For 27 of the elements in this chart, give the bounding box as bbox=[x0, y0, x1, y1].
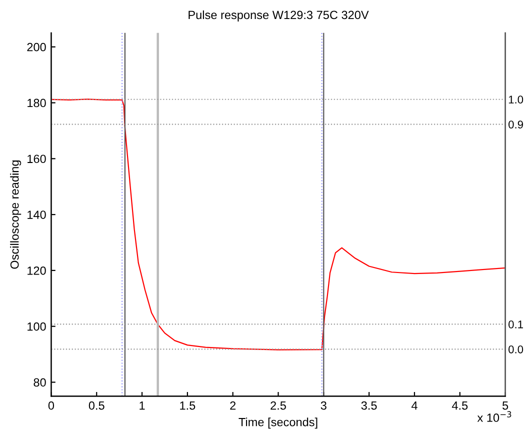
x-tick-label: 0 bbox=[48, 401, 54, 410]
y-tick-label: 80 bbox=[34, 378, 46, 387]
chart-title: Pulse response W129:3 75C 320V bbox=[188, 10, 369, 22]
x-tick-label: 0.5 bbox=[88, 401, 104, 410]
x-tick-label: 4.5 bbox=[452, 401, 468, 410]
x-tick-label: 3.5 bbox=[361, 401, 377, 410]
x-tick-label: 1 bbox=[140, 401, 145, 410]
y-tick-label: 200 bbox=[27, 42, 46, 52]
x-tick-label: 1.5 bbox=[180, 401, 196, 410]
text: x 10$^{−3}$ bbox=[477, 411, 512, 422]
x-tick-label: 5 bbox=[502, 401, 508, 410]
y-tick-label: 140 bbox=[28, 210, 46, 219]
y2-tick-label: 0.0 bbox=[508, 345, 524, 354]
y2-tick-label: 0.1 bbox=[508, 320, 523, 328]
y-tick-label: 160 bbox=[28, 154, 46, 164]
y-axis-title: Oscilloscope reading bbox=[10, 160, 22, 269]
y2-tick-label: 0.9 bbox=[508, 120, 523, 128]
x-tick-label: 3 bbox=[320, 401, 326, 410]
y-tick-label: 100 bbox=[28, 322, 46, 331]
y2-tick-label: 1.0 bbox=[508, 96, 524, 104]
x-tick-label: 2.5 bbox=[270, 401, 286, 410]
line-series bbox=[51, 98, 506, 350]
x-tick-label: 4 bbox=[411, 401, 418, 410]
y-tick-label: 120 bbox=[28, 266, 46, 275]
x-tick-label: 2 bbox=[230, 401, 236, 410]
x-axis-title: Time [seconds] bbox=[238, 418, 318, 429]
y-tick-label: 180 bbox=[28, 98, 46, 108]
